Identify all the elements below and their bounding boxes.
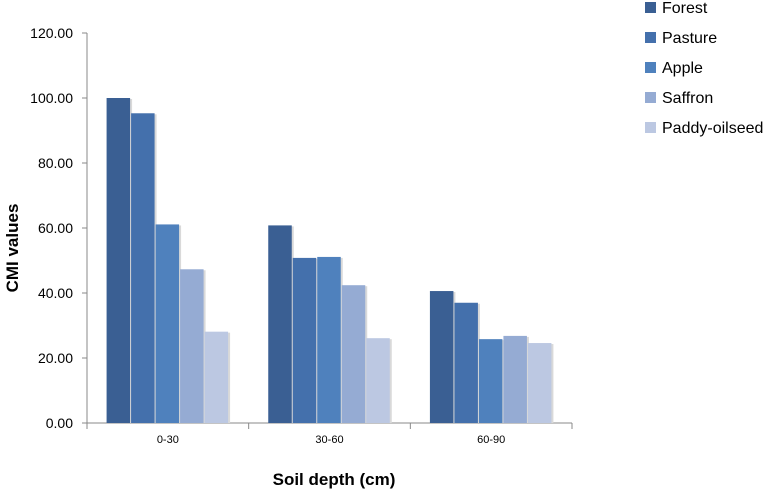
x-tick-label: 60-90 — [477, 434, 505, 446]
y-tick-label: 100.00 — [30, 90, 73, 106]
bar — [317, 256, 341, 423]
legend-label: Saffron — [662, 90, 713, 107]
bar — [106, 98, 131, 423]
legend-swatch — [645, 2, 656, 13]
legend-swatch — [645, 32, 656, 43]
bar — [292, 257, 317, 423]
x-tick-label: 0-30 — [157, 434, 179, 446]
legend-swatch — [645, 62, 656, 73]
y-axis: 0.00 20.00 40.00 60.00 80.00 100.00 120.00 — [30, 25, 88, 431]
y-tick-label: 0.00 — [46, 415, 73, 431]
legend-label: Paddy-oilseed — [662, 120, 763, 137]
bar — [341, 285, 366, 423]
bar — [454, 302, 478, 423]
legend-label: Apple — [662, 60, 703, 77]
legend-label: Forest — [662, 0, 708, 17]
bar — [527, 343, 552, 423]
bar — [180, 269, 204, 423]
x-tick-label: 30-60 — [315, 434, 343, 446]
x-axis-title: Soil depth (cm) — [273, 470, 396, 489]
legend-label: Pasture — [662, 30, 717, 47]
legend-swatch — [645, 92, 656, 103]
bars — [106, 98, 554, 424]
y-tick-label: 80.00 — [38, 155, 73, 171]
bar — [478, 339, 503, 423]
bar — [429, 291, 454, 423]
y-tick-label: 120.00 — [30, 25, 73, 41]
legend-swatch — [645, 122, 656, 133]
bar — [204, 331, 229, 423]
bar — [366, 338, 390, 423]
y-tick-label: 60.00 — [38, 220, 73, 236]
bar — [131, 113, 155, 424]
bar — [155, 224, 180, 423]
y-axis-title: CMI values — [3, 204, 22, 293]
x-axis: 0-30 30-60 60-90 — [86, 422, 573, 446]
y-tick-label: 40.00 — [38, 285, 73, 301]
bar — [503, 335, 527, 423]
bar — [268, 225, 292, 423]
y-tick-label: 20.00 — [38, 350, 73, 366]
legend: Forest Pasture Apple Saffron Paddy-oilseed — [645, 0, 763, 137]
